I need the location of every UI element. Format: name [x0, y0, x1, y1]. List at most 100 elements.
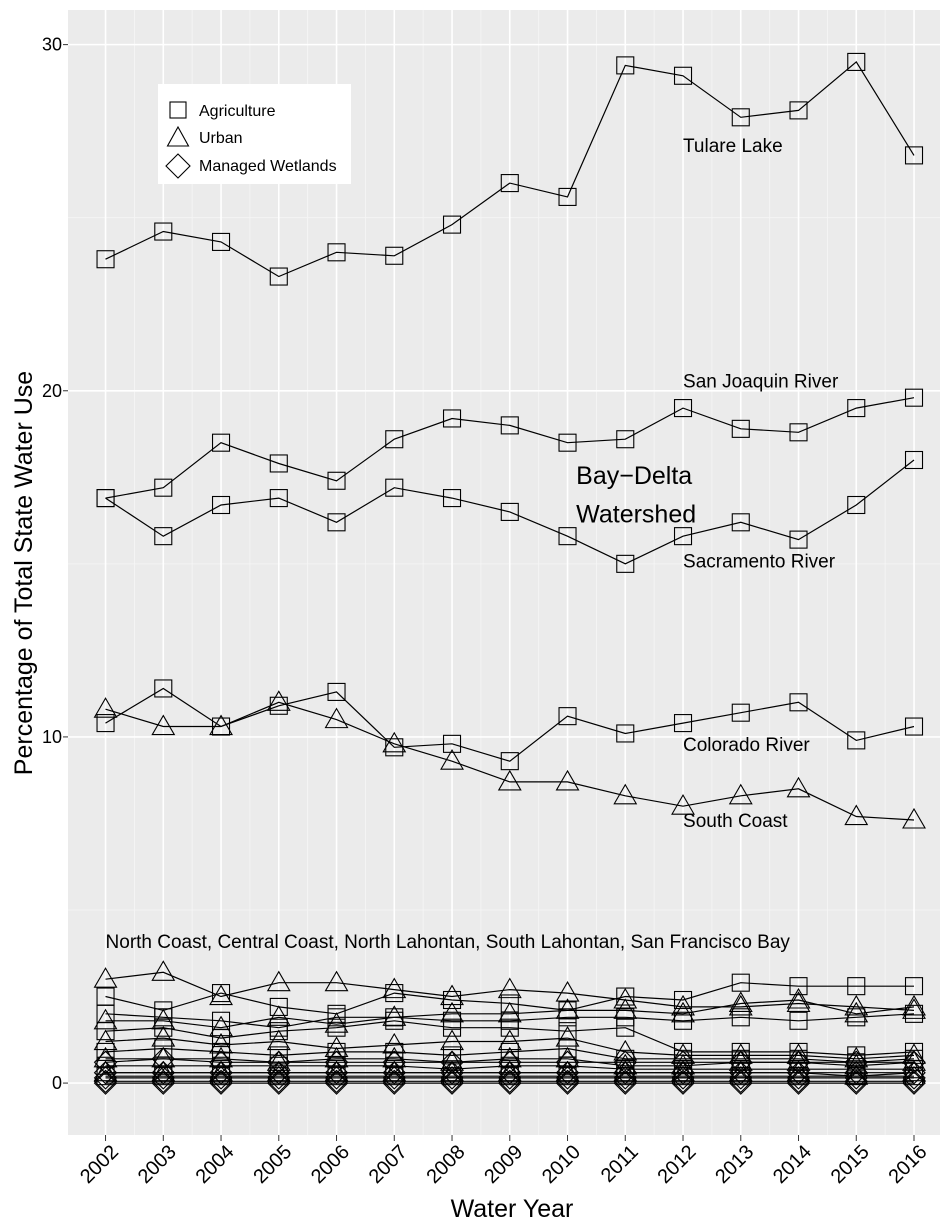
- data-point-diamond-marker: [844, 1050, 869, 1075]
- data-point-triangle-marker: [497, 1001, 522, 1023]
- data-point-triangle-marker: [324, 1060, 349, 1082]
- series-line: [105, 1037, 915, 1060]
- data-point-triangle-marker: [613, 1060, 638, 1082]
- data-point-triangle-marker: [266, 1029, 291, 1051]
- data-point-diamond-marker: [440, 1066, 464, 1090]
- data-point-triangle-marker: [440, 1001, 464, 1023]
- data-point-triangle-marker: [440, 1029, 464, 1051]
- data-point-diamond-marker: [151, 1069, 176, 1094]
- x-tick-label: 2013: [711, 1141, 758, 1188]
- data-point-square-marker: [154, 679, 173, 698]
- data-point-square-marker: [616, 430, 635, 449]
- data-point-triangle-marker: [555, 1025, 580, 1047]
- legend-label-urban: Urban: [199, 130, 243, 147]
- data-point-triangle-marker: [555, 980, 580, 1002]
- data-point-triangle-marker: [382, 731, 407, 753]
- data-point-square-marker: [211, 1056, 231, 1075]
- data-point-diamond-marker: [209, 1066, 233, 1090]
- data-point-triangle-marker: [844, 804, 869, 826]
- data-point-triangle-marker: [497, 1060, 522, 1082]
- data-point-diamond-marker: [671, 1071, 695, 1095]
- data-point-diamond-marker: [209, 1069, 233, 1094]
- data-point-triangle-marker: [151, 960, 176, 981]
- data-point-square-marker: [327, 1008, 346, 1027]
- data-point-square-marker: [847, 977, 866, 996]
- data-point-square-marker: [904, 977, 924, 996]
- data-point-square-marker: [442, 734, 462, 753]
- data-point-square-marker: [847, 495, 866, 515]
- data-point-diamond-marker: [440, 1071, 464, 1095]
- data-point-square-marker: [558, 707, 577, 726]
- data-point-square-marker: [500, 416, 519, 435]
- data-point-square-marker: [731, 513, 750, 532]
- data-point-diamond-marker: [324, 1069, 349, 1094]
- data-point-diamond-marker: [786, 1050, 811, 1075]
- data-point-square-marker: [558, 433, 577, 452]
- series-20: [93, 1071, 926, 1095]
- y-tick-label: 30: [42, 35, 62, 55]
- x-tick-label: 2005: [249, 1141, 296, 1188]
- series-18: [93, 1066, 926, 1090]
- data-point-diamond-marker: [324, 1050, 349, 1075]
- data-point-square-marker: [847, 399, 866, 418]
- data-point-triangle-marker: [902, 807, 926, 829]
- data-point-square-marker: [904, 388, 924, 407]
- series-layer: [93, 52, 926, 1095]
- x-tick-label: 2016: [885, 1141, 932, 1188]
- data-point-triangle-marker: [555, 998, 580, 1019]
- data-point-triangle-marker: [902, 1043, 926, 1064]
- data-point-square-marker: [616, 1018, 635, 1037]
- data-point-square-marker: [558, 527, 577, 546]
- data-point-diamond-marker: [93, 1071, 118, 1095]
- data-point-triangle-marker: [671, 1060, 695, 1082]
- data-point-triangle-marker: [93, 697, 118, 718]
- series-line: [105, 1020, 915, 1057]
- data-point-square-marker: [96, 1022, 115, 1041]
- data-point-square-marker: [731, 973, 750, 992]
- data-point-diamond-marker: [93, 1069, 118, 1094]
- legend: Agriculture Urban Managed Wetlands: [158, 84, 351, 184]
- data-point-triangle-marker: [93, 967, 118, 988]
- legend-label-agriculture: Agriculture: [199, 103, 276, 120]
- data-point-square-marker: [847, 731, 866, 750]
- data-point-triangle-marker: [497, 769, 522, 791]
- annotation-label: Tulare Lake: [683, 136, 783, 157]
- data-point-triangle-marker: [786, 991, 811, 1013]
- data-point-square-marker: [904, 450, 924, 470]
- data-point-triangle-marker: [555, 769, 580, 791]
- data-point-square-marker: [327, 243, 346, 262]
- legend-square-icon: [169, 101, 187, 119]
- data-point-triangle-marker: [324, 1012, 349, 1033]
- data-point-square-marker: [385, 430, 404, 449]
- data-point-square-marker: [673, 990, 693, 1010]
- data-point-square-marker: [500, 174, 519, 193]
- data-point-square-marker: [327, 1042, 346, 1061]
- data-point-diamond-marker: [440, 1069, 464, 1094]
- data-point-diamond-marker: [786, 1069, 811, 1094]
- data-point-square-marker: [269, 489, 288, 508]
- x-tick-label: 2002: [76, 1141, 123, 1188]
- x-tick-label: 2015: [827, 1141, 874, 1188]
- data-point-square-marker: [500, 1018, 519, 1037]
- annotation-label: South Coast: [683, 811, 788, 832]
- data-point-triangle-marker: [613, 998, 638, 1019]
- data-point-square-marker: [269, 1046, 288, 1065]
- data-point-square-marker: [731, 419, 750, 438]
- grid-minor: [68, 10, 940, 1135]
- data-point-triangle-marker: [786, 1060, 811, 1082]
- data-point-triangle-marker: [440, 749, 464, 770]
- data-point-triangle-marker: [613, 783, 638, 805]
- data-point-triangle-marker: [324, 1036, 349, 1058]
- data-point-square-marker: [96, 489, 115, 508]
- data-point-square-marker: [616, 56, 635, 75]
- x-tick-label: 2014: [769, 1141, 816, 1188]
- data-point-triangle-marker: [902, 998, 926, 1019]
- data-point-square-marker: [154, 1018, 173, 1037]
- data-point-diamond-marker: [93, 1050, 118, 1075]
- data-point-square-marker: [442, 489, 462, 508]
- data-point-diamond-marker: [382, 1066, 407, 1090]
- x-tick-label: 2003: [134, 1141, 181, 1188]
- data-point-triangle-marker: [555, 1060, 580, 1082]
- annotation-label: Colorado River: [683, 735, 810, 756]
- series-19: [93, 1069, 926, 1094]
